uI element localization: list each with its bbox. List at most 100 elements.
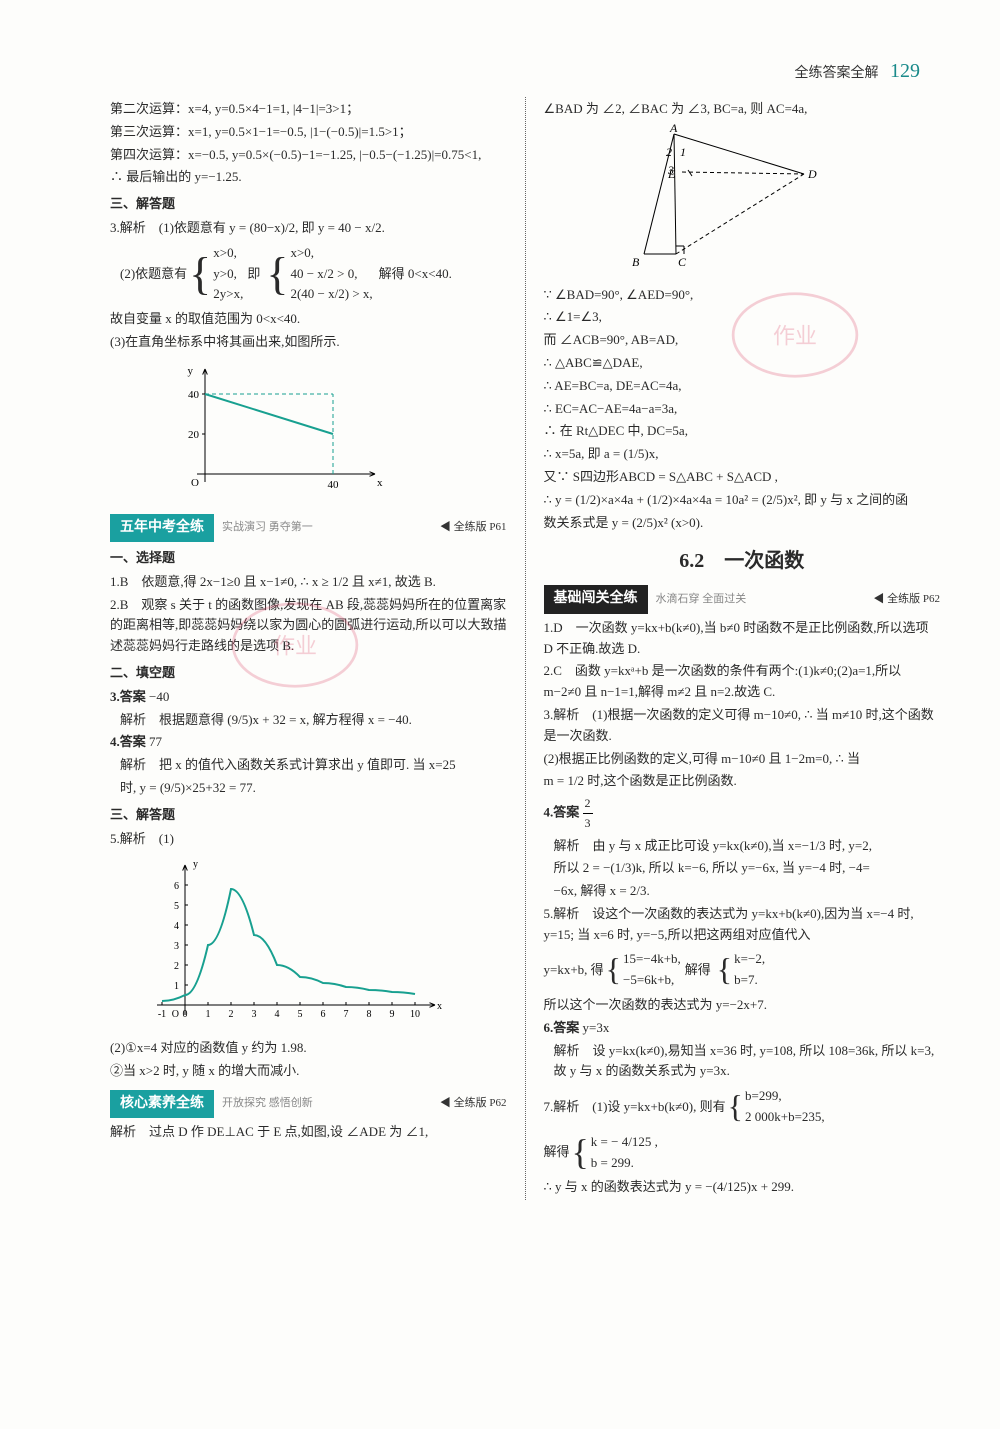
svg-text:x: x [437, 1001, 442, 1012]
banner-hexin: 核心素养全练 开放探究 感悟创新 ◀ 全练版 P62 [110, 1090, 507, 1118]
text: 所以 2 = −(1/3)k, 所以 k=−6, 所以 y=−6x, 当 y=−… [554, 858, 941, 879]
answer: y=3x [583, 1020, 610, 1035]
banner-sub: 实战演习 勇夺第一 [222, 519, 440, 537]
text: 3.解析 (1)根据一次函数的定义可得 m−10≠0, ∴ 当 m≠10 时,这… [544, 705, 941, 747]
svg-text:C: C [678, 255, 687, 269]
text: 1.B 依题意,得 2x−1≥0 且 x−1≠0, ∴ x ≥ 1/2 且 x≠… [110, 572, 507, 593]
banner-sub: 开放探究 感悟创新 [222, 1095, 440, 1113]
text: 15=−4k+b, [623, 949, 681, 970]
text: 即 [247, 264, 260, 285]
svg-text:6: 6 [321, 1009, 326, 1020]
section-header: 三、解答题 [110, 805, 507, 826]
banner-title: 基础闯关全练 [544, 585, 648, 613]
text: ∴ y 与 x 的函数表达式为 y = −(4/125)x + 299. [544, 1177, 941, 1198]
svg-text:8: 8 [367, 1009, 372, 1020]
text: y=kx+b, 得 [544, 960, 604, 981]
answer-line: 4.答案 77 [110, 732, 507, 753]
text: 第三次运算：x=1, y=0.5×1−1=−0.5, |1−(−0.5)|=1.… [110, 122, 507, 143]
text: 所以这个一次函数的表达式为 y=−2x+7. [544, 995, 941, 1016]
text: 3.解析 (1)依题意有 y = (80−x)/2, 即 y = 40 − x/… [110, 218, 507, 239]
svg-text:A: A [669, 124, 678, 135]
answer: −40 [149, 689, 169, 704]
text: 时, y = (9/5)×25+32 = 77. [120, 778, 507, 799]
text: 1.D 一次函数 y=kx+b(k≠0),当 b≠0 时函数不是正比例函数,所以… [544, 618, 941, 660]
text: 7.解析 (1)设 y=kx+b(k≠0), 则有 [544, 1097, 726, 1118]
text: ∴ 最后输出的 y=−1.25. [110, 167, 507, 188]
text: k = − 4/125 , [591, 1132, 658, 1153]
equation-system: y=kx+b, 得 { 15=−4k+b, −5=6k+b, 解得 { k=−2… [544, 949, 941, 991]
text: (2)根据正比例函数的定义,可得 m−10≠0 且 1−2m=0, ∴ 当 [544, 749, 941, 770]
banner-right: ◀ 全练版 P62 [873, 591, 940, 609]
geometry-figure: ABCDE123 [604, 124, 881, 281]
text: 2 000k+b=235, [745, 1107, 825, 1128]
geometry-svg: ABCDE123 [604, 124, 834, 274]
proof-block: ∵ ∠BAD=90°, ∠AED=90°,∴ ∠1=∠3,而 ∠ACB=90°,… [544, 285, 941, 534]
svg-text:4: 4 [174, 921, 179, 932]
column-divider [525, 97, 526, 1200]
chart-1: xyO204040 [170, 359, 507, 506]
brace-icon: { [572, 1138, 589, 1167]
text: ∠BAD 为 ∠2, ∠BAC 为 ∠3, BC=a, 则 AC=4a, [544, 99, 941, 120]
answer: 77 [149, 734, 162, 749]
text: x>0, [213, 243, 243, 264]
brace-icon: { [266, 256, 288, 293]
chart-svg: xyO204040 [170, 359, 390, 499]
text: ∵ ∠BAD=90°, ∠AED=90°, [544, 285, 941, 306]
svg-text:9: 9 [390, 1009, 395, 1020]
text: 解析 根据题意得 (9/5)x + 32 = x, 解方程得 x = −40. [120, 710, 507, 731]
text: 2(40 − x/2) > x, [290, 284, 372, 305]
svg-text:y: y [188, 365, 194, 377]
text: 解析 由 y 与 x 成正比可设 y=kx(k≠0),当 x=−1/3 时, y… [554, 836, 941, 857]
brace-icon: { [717, 957, 732, 983]
text: 2.C 函数 y=kxᵃ+b 是一次函数的条件有两个:(1)k≠0;(2)a=1… [544, 661, 941, 703]
text: 第二次运算：x=4, y=0.5×4−1=1, |4−1|=3>1； [110, 99, 507, 120]
svg-text:0: 0 [183, 1009, 188, 1020]
text: 解得 [685, 960, 711, 981]
text: 解得 [544, 1142, 570, 1163]
answer-line: 4.答案 23 [544, 794, 941, 833]
svg-text:4: 4 [275, 1009, 280, 1020]
text: (3)在直角坐标系中将其画出来,如图所示. [110, 332, 507, 353]
chart-svg: xy-1012345678910123456O [150, 855, 450, 1025]
svg-text:5: 5 [298, 1009, 303, 1020]
left-column: 第二次运算：x=4, y=0.5×4−1=1, |4−1|=3>1； 第三次运算… [110, 97, 507, 1200]
right-column: ∠BAD 为 ∠2, ∠BAC 为 ∠3, BC=a, 则 AC=4a, A B C… [544, 97, 941, 1200]
svg-text:3: 3 [667, 163, 674, 177]
banner-jichu: 基础闯关全练 水滴石穿 全面过关 ◀ 全练版 P62 [544, 585, 941, 613]
text: (2)①x=4 对应的函数值 y 约为 1.98. [110, 1038, 507, 1059]
text: b=299, [745, 1086, 825, 1107]
svg-text:40: 40 [188, 389, 200, 401]
chart-2: xy-1012345678910123456O [150, 855, 507, 1032]
banner-sub: 水滴石穿 全面过关 [656, 591, 874, 609]
svg-text:y: y [193, 859, 198, 870]
answer-line: 6.答案 y=3x [544, 1018, 941, 1039]
text: m = 1/2 时,这个函数是正比例函数. [544, 771, 941, 792]
header-label: 全练答案全解 [795, 66, 879, 81]
svg-text:B: B [632, 255, 640, 269]
text: (2)依题意有 [120, 264, 187, 285]
label: 3.答案 [110, 689, 146, 704]
svg-text:O: O [172, 1009, 179, 1020]
text: y>0, [213, 264, 243, 285]
svg-text:2: 2 [229, 1009, 234, 1020]
svg-text:x: x [377, 477, 383, 489]
label: 4.答案 [544, 805, 580, 820]
content-columns: 第二次运算：x=4, y=0.5×4−1=1, |4−1|=3>1； 第三次运算… [0, 87, 1000, 1210]
equation-system: 7.解析 (1)设 y=kx+b(k≠0), 则有 { b=299, 2 000… [544, 1086, 941, 1128]
text: b=7. [734, 970, 765, 991]
label: 4.答案 [110, 734, 146, 749]
text: ∴ 在 Rt△DEC 中, DC=5a, [544, 421, 941, 442]
text: 解得 0<x<40. [379, 264, 452, 285]
svg-text:1: 1 [680, 145, 686, 159]
svg-text:1: 1 [206, 1009, 211, 1020]
equation-system: 解得 { k = − 4/125 , b = 299. [544, 1132, 941, 1174]
text: 解析 把 x 的值代入函数关系式计算求出 y 值即可. 当 x=25 [120, 755, 507, 776]
banner-right: ◀ 全练版 P62 [440, 1095, 507, 1113]
page-header: 全练答案全解 129 [0, 0, 1000, 87]
text: ∴ EC=AC−AE=4a−a=3a, [544, 399, 941, 420]
svg-text:1: 1 [174, 981, 179, 992]
text: 解析 设 y=kx(k≠0),易知当 x=36 时, y=108, 所以 108… [554, 1041, 941, 1083]
text: 而 ∠ACB=90°, AB=AD, [544, 330, 941, 351]
text: b = 299. [591, 1153, 658, 1174]
banner-title: 五年中考全练 [110, 514, 214, 542]
